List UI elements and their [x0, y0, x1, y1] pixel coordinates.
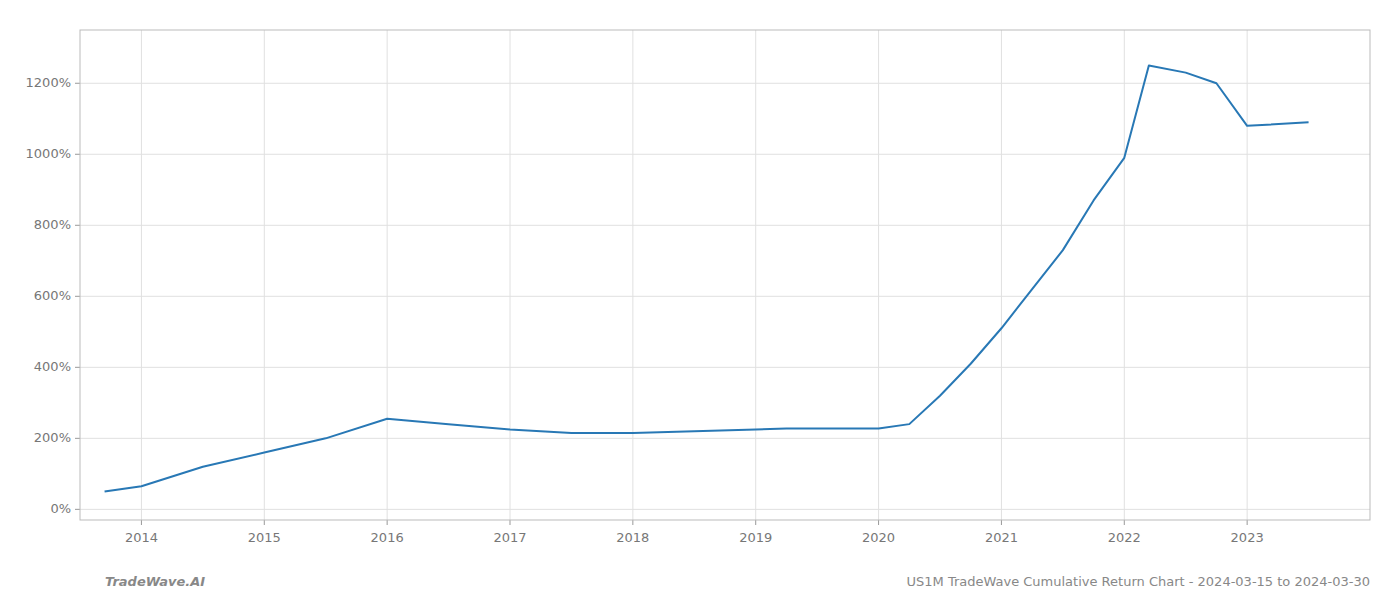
- y-grid-line: [80, 83, 1370, 84]
- x-tick-label: 2022: [1108, 530, 1141, 545]
- x-tick: [387, 520, 388, 525]
- y-tick: [75, 296, 80, 297]
- y-grid-line: [80, 367, 1370, 368]
- y-tick-label: 1200%: [26, 75, 71, 90]
- y-tick: [75, 225, 80, 226]
- y-tick: [75, 367, 80, 368]
- x-tick-label: 2016: [371, 530, 404, 545]
- x-tick-label: 2015: [248, 530, 281, 545]
- y-tick: [75, 438, 80, 439]
- y-tick: [75, 154, 80, 155]
- y-tick-label: 1000%: [26, 146, 71, 161]
- y-grid-line: [80, 438, 1370, 439]
- y-tick-label: 200%: [34, 430, 71, 445]
- x-tick: [878, 520, 879, 525]
- y-tick: [75, 509, 80, 510]
- grid: [80, 30, 1370, 520]
- x-grid-line: [1001, 30, 1002, 520]
- x-tick-label: 2023: [1231, 530, 1264, 545]
- x-tick-label: 2017: [493, 530, 526, 545]
- x-tick-label: 2019: [739, 530, 772, 545]
- x-tick: [141, 520, 142, 525]
- x-tick-label: 2014: [125, 530, 158, 545]
- data-line: [105, 66, 1309, 492]
- x-grid-line: [755, 30, 756, 520]
- x-grid-line: [141, 30, 142, 520]
- y-grid-line: [80, 225, 1370, 226]
- y-tick-label: 0%: [50, 501, 71, 516]
- x-tick-label: 2020: [862, 530, 895, 545]
- y-tick-label: 600%: [34, 288, 71, 303]
- x-tick: [1001, 520, 1002, 525]
- x-grid-line: [1247, 30, 1248, 520]
- y-grid-line: [80, 154, 1370, 155]
- x-grid-line: [264, 30, 265, 520]
- x-tick-label: 2018: [616, 530, 649, 545]
- x-grid-line: [632, 30, 633, 520]
- page: {"chart_data": {"type": "line", "x": [20…: [0, 0, 1400, 600]
- y-grid-line: [80, 509, 1370, 510]
- x-tick: [1247, 520, 1248, 525]
- y-tick-label: 400%: [34, 359, 71, 374]
- x-grid-line: [878, 30, 879, 520]
- y-tick: [75, 83, 80, 84]
- y-grid-line: [80, 296, 1370, 297]
- x-grid-line: [387, 30, 388, 520]
- x-grid-line: [1124, 30, 1125, 520]
- x-tick: [1124, 520, 1125, 525]
- x-tick: [510, 520, 511, 525]
- x-tick: [264, 520, 265, 525]
- chart: 0% 200% 400% 600% 800% 1000% 1200% 2014 2015 2016…: [0, 0, 1400, 600]
- x-tick: [755, 520, 756, 525]
- x-tick: [632, 520, 633, 525]
- plot-area: [105, 66, 1309, 492]
- x-tick-label: 2021: [985, 530, 1018, 545]
- footer-right: US1M TradeWave Cumulative Return Chart -…: [907, 574, 1371, 589]
- y-tick-label: 800%: [34, 217, 71, 232]
- footer-left: TradeWave.AI: [105, 574, 205, 589]
- x-grid-line: [510, 30, 511, 520]
- axes: 0% 200% 400% 600% 800% 1000% 1200% 2014 2015 2016…: [26, 30, 1370, 545]
- plot-frame: [80, 30, 1370, 520]
